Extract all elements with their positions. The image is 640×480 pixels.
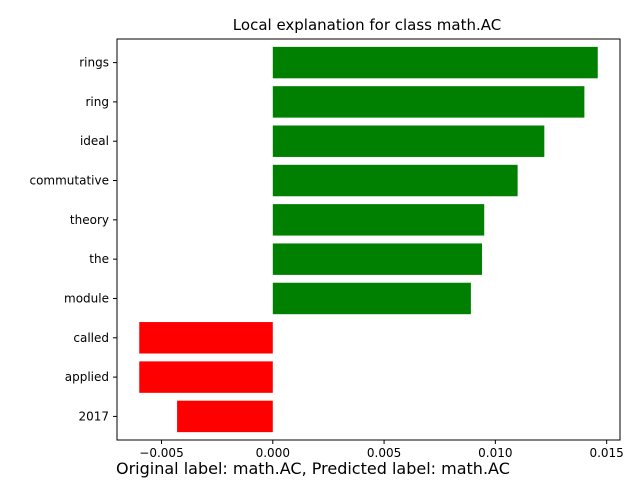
- x-tick-label: −0.005: [139, 446, 183, 460]
- bar-rings: [272, 46, 598, 79]
- bar-theory: [272, 204, 485, 236]
- x-tick-label: 0.015: [589, 446, 623, 460]
- bar-applied: [139, 361, 273, 393]
- bar-commutative: [272, 164, 518, 197]
- y-tick-label: applied: [65, 370, 109, 384]
- bar-ideal: [272, 125, 545, 157]
- bar-module: [272, 282, 471, 315]
- y-tick-label: called: [73, 331, 109, 345]
- x-tick-label: 0.010: [478, 446, 512, 460]
- y-axis-ticks: rings ring ideal commutative theory the module…: [29, 56, 117, 423]
- y-tick-label: rings: [79, 56, 109, 70]
- y-tick-label: ring: [86, 95, 110, 109]
- y-tick-label: theory: [70, 213, 109, 227]
- bar-called: [139, 322, 273, 354]
- y-tick-label: the: [89, 252, 109, 266]
- x-axis-ticks: −0.005 0.000 0.005 0.010 0.015: [139, 440, 624, 460]
- bar-ring: [272, 86, 585, 118]
- y-tick-label: ideal: [80, 134, 109, 148]
- plot-frame: [116, 38, 621, 441]
- x-tick-label: 0.000: [256, 446, 290, 460]
- chart-title: Local explanation for class math.AC: [233, 16, 501, 34]
- bar-the: [272, 243, 483, 275]
- caption: Original label: math.AC, Predicted label…: [116, 459, 510, 478]
- bars: [139, 46, 598, 433]
- x-tick-label: 0.005: [367, 446, 401, 460]
- y-tick-label: commutative: [29, 174, 109, 188]
- y-tick-label: module: [64, 291, 109, 305]
- y-tick-label: 2017: [78, 409, 109, 423]
- bar-2017: [177, 400, 273, 433]
